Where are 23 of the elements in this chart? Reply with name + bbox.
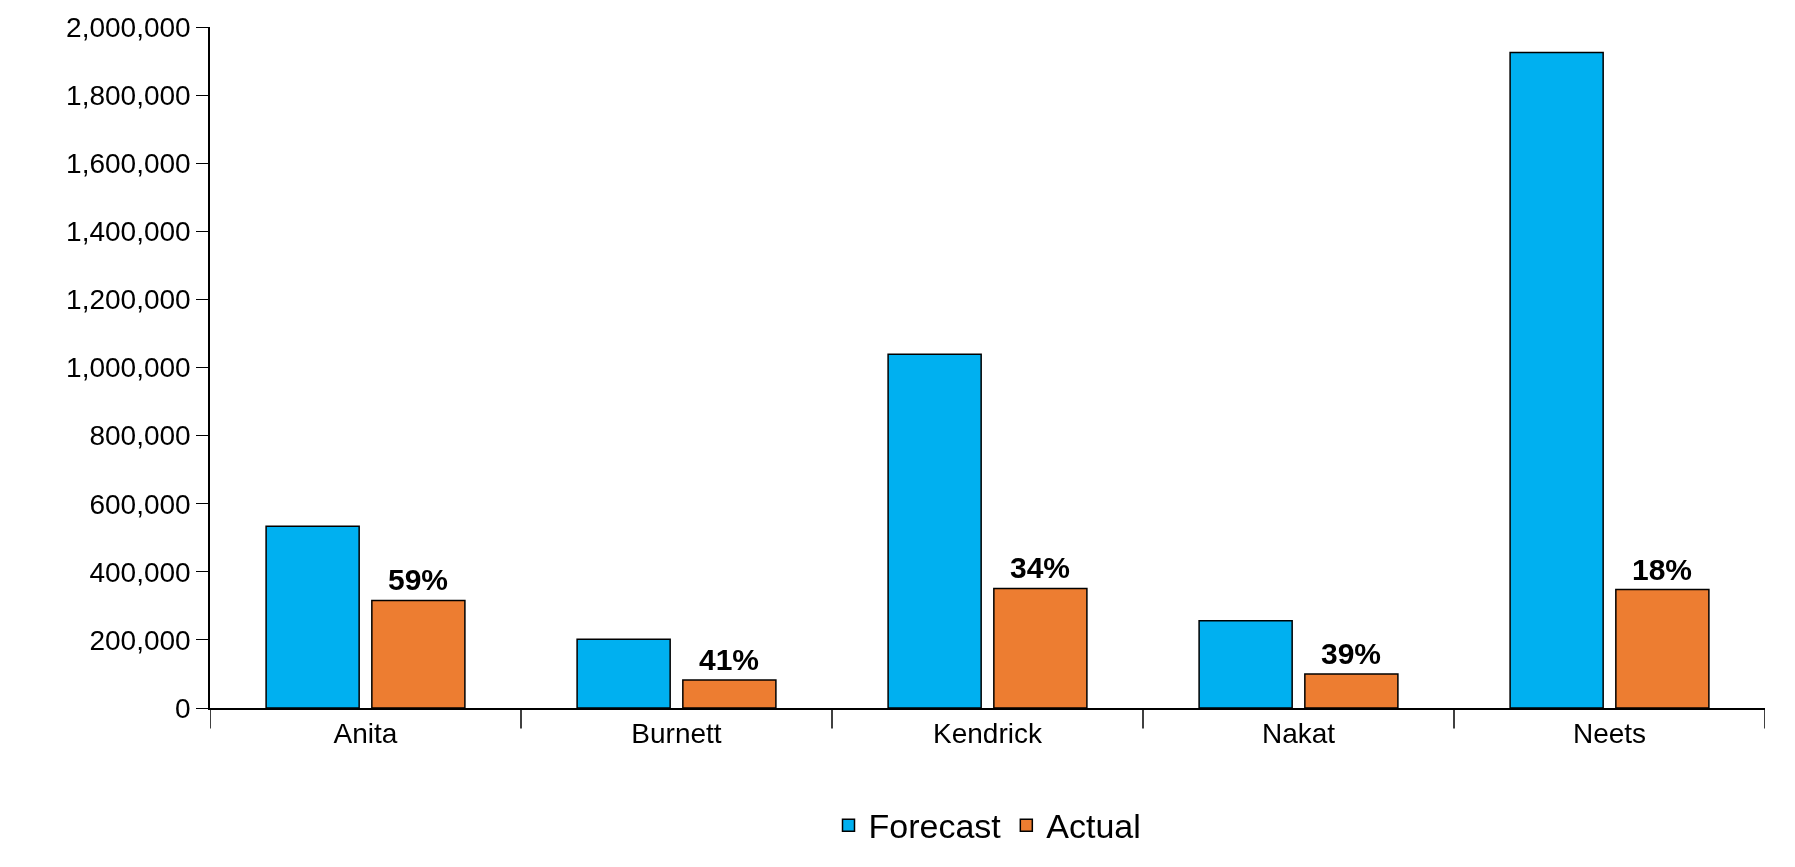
x-tick-label: Neets: [1572, 718, 1647, 750]
y-tick-label: 800,000: [89, 420, 191, 452]
y-tick-label: 1,800,000: [66, 79, 191, 111]
annotation: 59%: [388, 563, 449, 596]
legend-label: Actual: [1046, 807, 1141, 846]
y-tick-label: 2,000,000: [66, 11, 191, 43]
y-tick-label: 1,000,000: [66, 352, 191, 384]
x-tick-label: Anita: [333, 718, 398, 750]
y-tick-label: 200,000: [89, 624, 191, 656]
y-tick-label: 600,000: [89, 488, 191, 520]
y-tick-label: 1,400,000: [66, 216, 191, 248]
x-tick-label: Nakat: [1261, 718, 1336, 750]
y-tick-label: 1,200,000: [66, 284, 191, 316]
annotation: 34%: [1010, 551, 1071, 584]
annotation: 18%: [1632, 553, 1693, 586]
annotation: 39%: [1321, 637, 1382, 670]
y-tick-label: 400,000: [89, 556, 191, 588]
x-tick-label: Kendrick: [933, 718, 1043, 750]
x-tick-label: Burnett: [631, 718, 722, 750]
legend-label: Forecast: [868, 807, 1002, 846]
y-tick-label: 0: [175, 692, 191, 724]
y-tick-label: 1,600,000: [66, 148, 191, 179]
annotation: 41%: [699, 643, 760, 676]
